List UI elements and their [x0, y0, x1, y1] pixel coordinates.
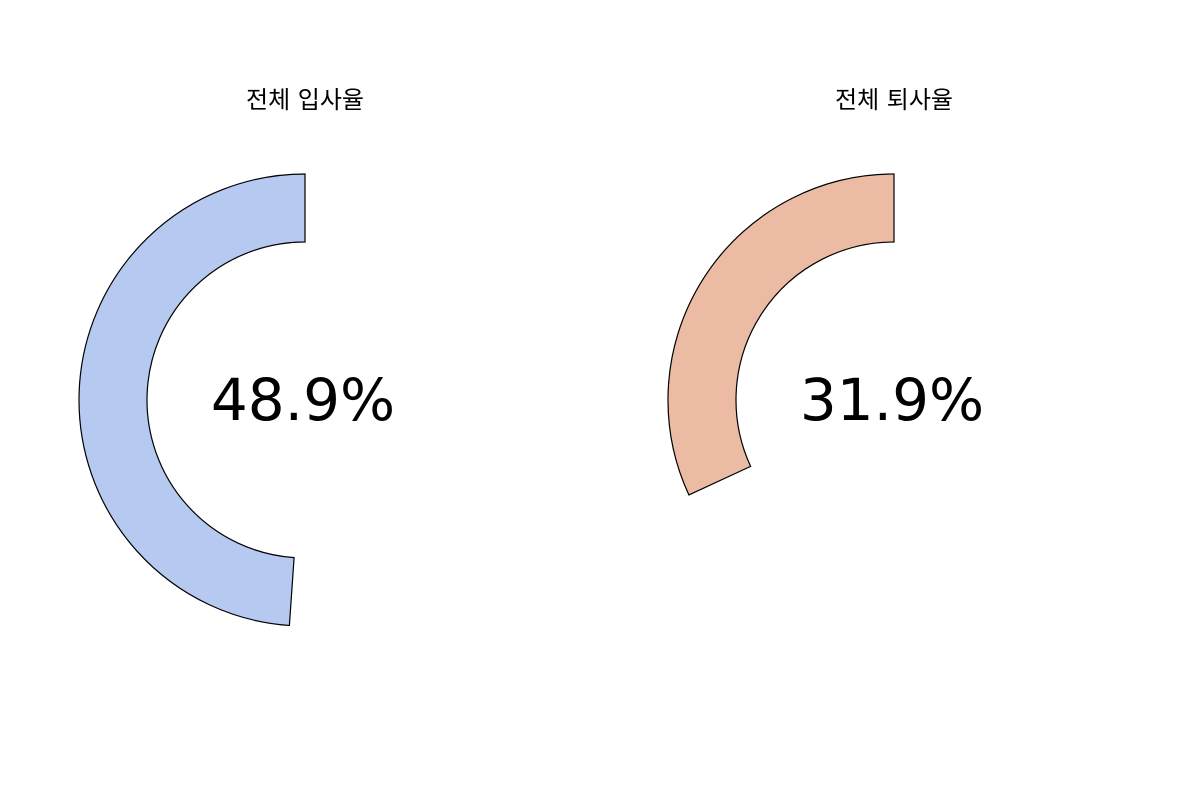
gauge-arc-resign: [667, 173, 895, 496]
gauge-arc-hire: [78, 173, 306, 627]
gauge-title-hire: 전체 입사율: [246, 86, 364, 114]
gauge-hire: 전체 입사율 48.9%: [78, 86, 395, 627]
gauge-resign: 전체 퇴사율 31.9%: [667, 86, 984, 496]
gauge-title-resign: 전체 퇴사율: [835, 86, 953, 114]
gauge-value-hire: 48.9%: [211, 366, 395, 434]
gauge-value-resign: 31.9%: [800, 366, 984, 434]
